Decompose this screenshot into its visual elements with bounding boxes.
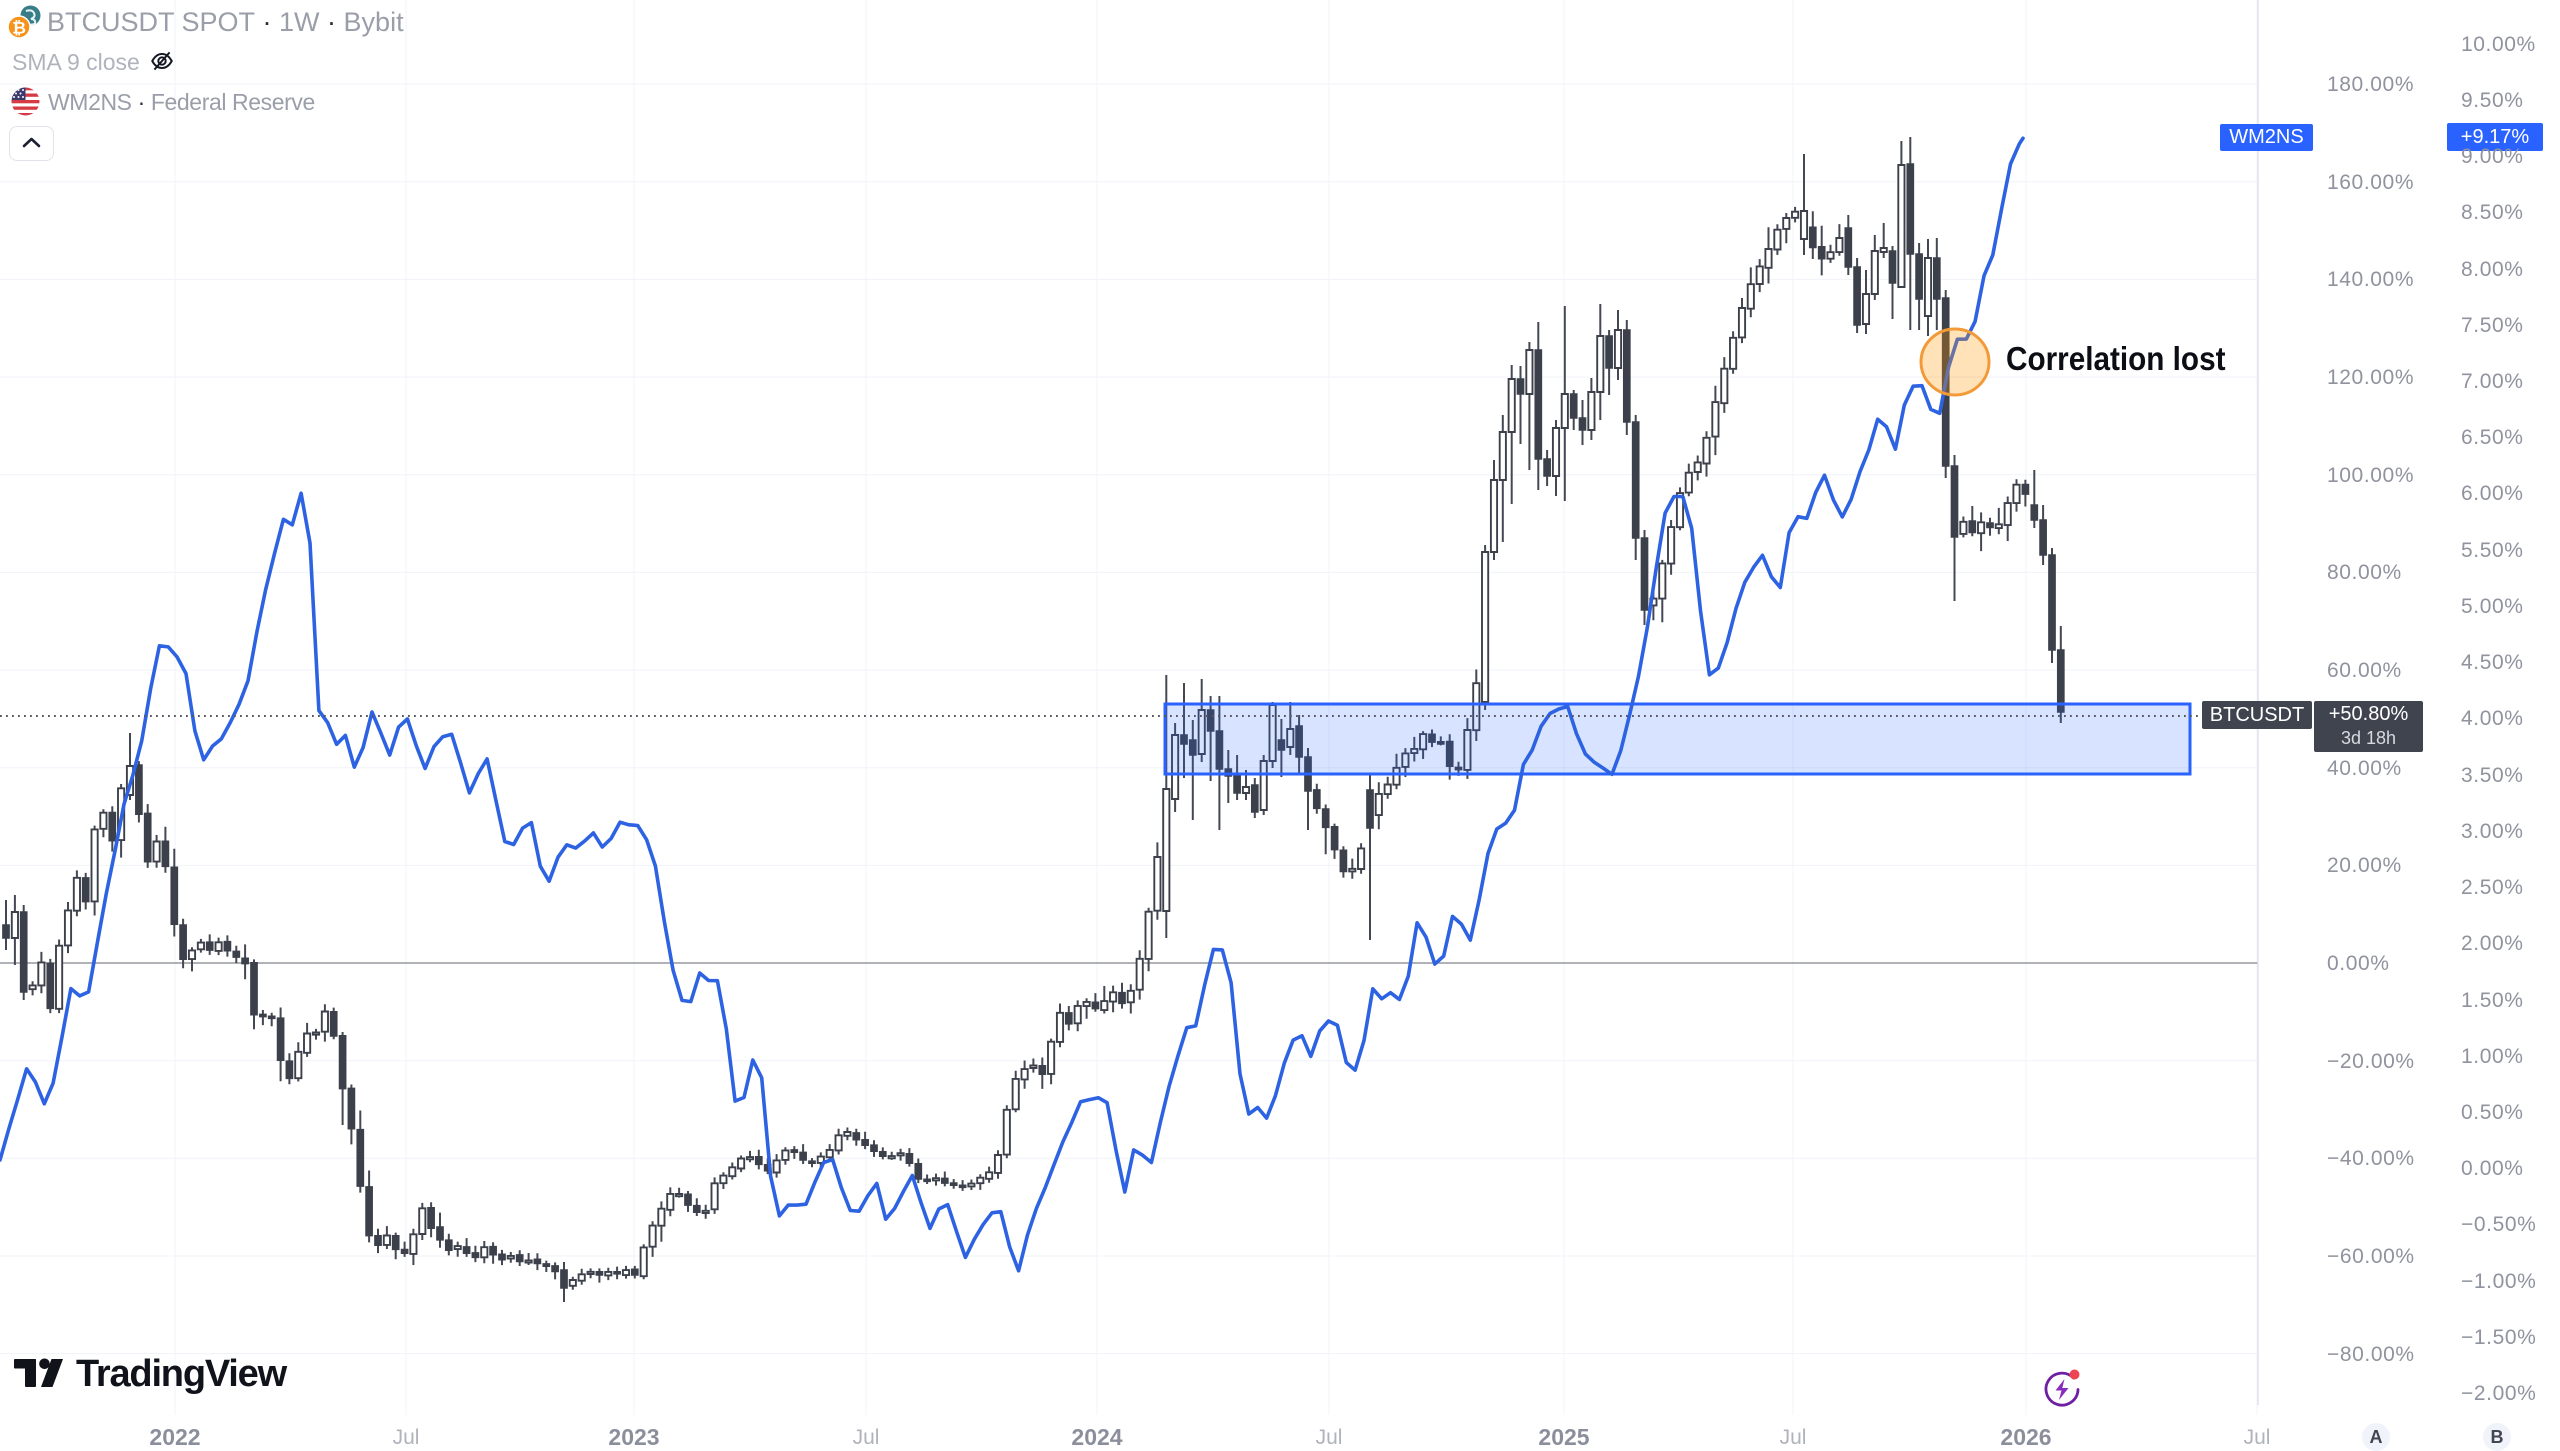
svg-text:₿: ₿ bbox=[12, 19, 26, 38]
